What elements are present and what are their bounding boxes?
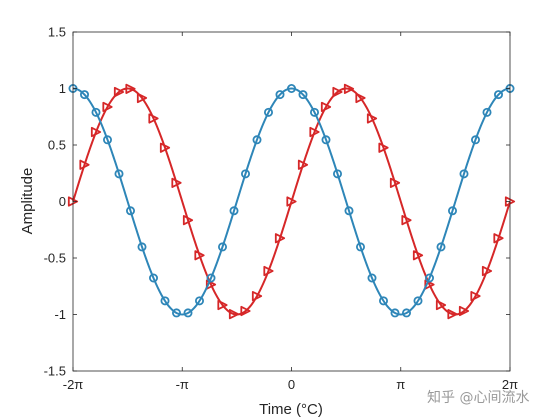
data-point [228,309,240,320]
data-point [332,169,342,179]
series-layer [67,83,516,320]
data-point [458,305,470,317]
data-point [493,90,503,100]
x-tick-label: -2π [63,377,84,392]
data-point [263,265,274,277]
data-point [321,135,331,145]
data-point [159,142,171,153]
data-point [102,101,113,113]
data-point [171,177,182,188]
data-point [447,206,457,216]
x-axis-label: Time (°C) [259,401,323,418]
data-point [229,206,239,216]
data-point [310,107,320,117]
data-point [172,308,182,318]
data-point [126,206,136,216]
data-point [263,107,273,117]
data-point [447,309,458,320]
data-point [90,126,102,138]
data-point [194,250,205,261]
data-point [378,296,388,306]
data-point [412,250,424,261]
y-tick-label: -1 [54,307,66,322]
y-tick-label: 1 [59,81,66,96]
data-point [91,107,101,117]
data-point [252,135,262,145]
data-point [435,299,447,311]
data-point [343,83,355,94]
data-point [481,265,493,277]
x-tick-label: 0 [288,377,295,392]
y-tick-label: 1.5 [48,25,66,40]
data-point [148,113,159,124]
data-point [79,159,90,170]
data-point [493,233,504,244]
data-point [366,113,378,124]
data-point [286,84,296,94]
data-point [217,299,228,311]
data-point [355,242,365,252]
data-point [436,242,446,252]
data-point [389,177,401,188]
data-point [206,273,216,283]
data-point [182,215,194,226]
data-point [424,273,434,283]
data-point [113,86,125,98]
x-tick-label: 2π [502,377,518,392]
y-tick-label: -0.5 [44,251,66,266]
data-point [125,83,136,94]
data-point [482,107,492,117]
y-axis-label: Amplitude [19,168,36,235]
data-point [297,159,309,170]
data-point [183,308,193,318]
data-point [459,169,469,179]
data-point [103,135,113,145]
data-point [149,273,159,283]
series-line [72,87,511,316]
data-point [470,135,480,145]
data-point [309,126,320,138]
data-point [413,296,423,306]
series-line [72,87,511,316]
x-tick-label: π [396,377,405,392]
data-point [378,142,389,153]
y-tick-label: 0.5 [48,138,66,153]
data-point [320,101,332,113]
series-1 [67,83,516,320]
data-point [390,308,400,318]
data-point [160,296,170,306]
data-point [136,92,148,104]
data-point [344,206,354,216]
data-point [251,290,263,302]
data-point [241,169,251,179]
data-point [355,92,366,104]
data-point [470,290,481,302]
data-point [195,296,205,306]
data-point [401,215,412,226]
data-point [367,273,377,283]
data-point [286,196,297,207]
data-point [240,305,251,317]
data-point [298,90,308,100]
data-point [114,169,124,179]
tick-layer: -2π -π 0 π 2π -1.5 -1 -0.5 0 0.5 1 1.5 [44,25,519,393]
y-tick-label: -1.5 [44,364,66,379]
data-point [137,242,147,252]
y-tick-label: 0 [59,194,66,209]
data-point [332,86,343,98]
watermark: 知乎 @心间流水 [427,389,529,406]
x-tick-label: -π [176,377,189,392]
data-point [275,90,285,100]
data-point [80,90,90,100]
data-point [274,233,286,244]
data-point [218,242,228,252]
data-point [401,308,411,318]
